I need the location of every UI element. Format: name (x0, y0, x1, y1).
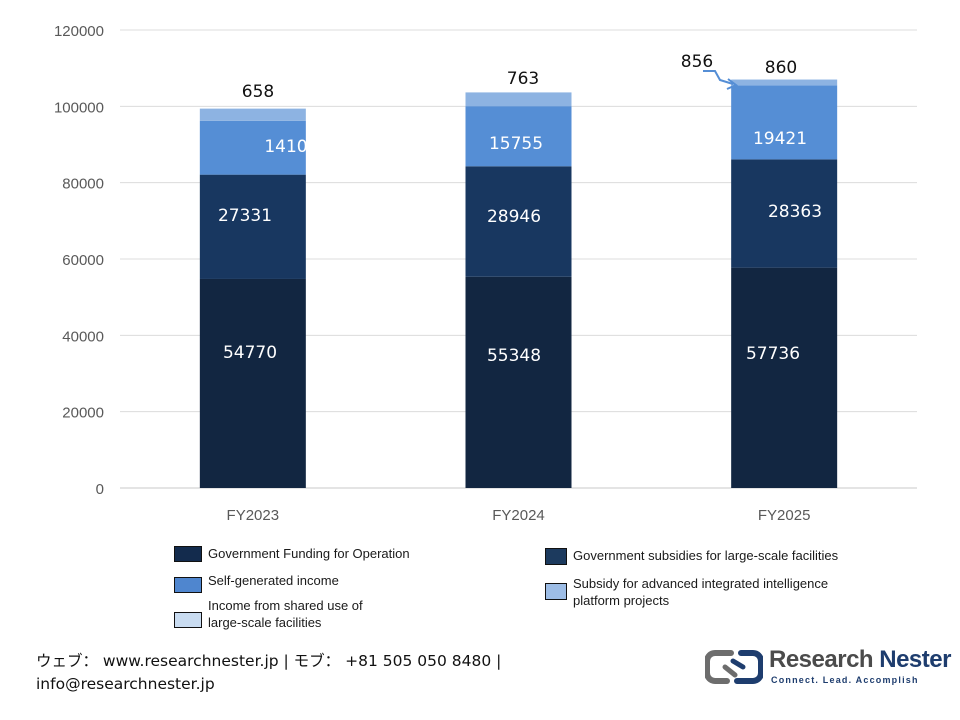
y-tick-label: 20000 (62, 405, 104, 422)
research-nester-logo: Research Nester Connect. Lead. Accomplis… (705, 645, 951, 691)
data-label: 763 (507, 69, 539, 89)
callout-arrow-icon (726, 78, 738, 90)
contact-email: info@researchnester.jp (36, 675, 215, 693)
bar-segment (199, 120, 306, 175)
data-label: 15755 (489, 134, 543, 154)
legend-label: Government subsidies for large-scale fac… (573, 548, 839, 563)
x-tick-label: FY2024 (492, 507, 545, 524)
legend-swatch (174, 546, 202, 562)
legend-label: Government Funding for Operation (208, 546, 410, 561)
bar-segment (731, 79, 838, 86)
y-axis-tick-labels: 0 20000 40000 60000 80000 100000 120000 (54, 23, 104, 498)
y-tick-label: 80000 (62, 176, 104, 193)
logo-name-part1: Research (769, 646, 880, 673)
bar-segment (465, 92, 572, 107)
bar-segment (731, 85, 838, 160)
legend-label: Income from shared use of large-scale fa… (208, 598, 363, 630)
y-tick-label: 100000 (54, 99, 104, 116)
logo-name-part2: Nester (879, 646, 951, 673)
y-tick-label: 0 (96, 481, 104, 498)
contact-web-phone: ウェブ： www.researchnester.jp | モブ： +81 505… (36, 652, 502, 670)
data-labels: 54770 27331 1410 658 55348 28946 15755 763 57736… (218, 58, 822, 366)
logo-name: Research Nester (769, 646, 951, 674)
data-label: 860 (765, 58, 797, 78)
legend-label: Self-generated income (208, 573, 339, 588)
bar-segment (465, 166, 572, 277)
data-label: 658 (242, 82, 274, 102)
data-label: 27331 (218, 206, 272, 226)
bar-segment (465, 106, 572, 167)
legend-swatch (545, 548, 567, 565)
bar-segment (731, 159, 838, 268)
callout-leader: 856 (681, 52, 738, 90)
legend-swatch (174, 577, 202, 593)
callout-leader-line (703, 70, 734, 85)
data-label: 1410 (264, 137, 307, 157)
bar-segment (465, 276, 572, 488)
data-label: 28363 (768, 202, 822, 222)
contact-info: ウェブ： www.researchnester.jp | モブ： +81 505… (36, 650, 596, 696)
legend-item-shared-use: Income from shared use of large-scale fa… (174, 597, 363, 631)
stacked-bar-chart: 0 20000 40000 60000 80000 100000 120000 FY2023… (54, 23, 917, 524)
legend-item-gov-funding: Government Funding for Operation (174, 545, 410, 562)
data-label: 19421 (753, 129, 807, 149)
legend-item-self-generated: Self-generated income (174, 572, 339, 593)
bar-stacks (199, 79, 838, 488)
y-tick-label: 120000 (54, 23, 104, 40)
x-axis-tick-labels: FY2023 FY2024 FY2025 (227, 507, 811, 524)
x-tick-label: FY2025 (758, 507, 811, 524)
bar-segment (199, 108, 306, 121)
legend-item-advanced-platform: Subsidy for advanced integrated intellig… (545, 575, 828, 609)
data-label: 57736 (746, 344, 800, 364)
bar-segment (199, 278, 306, 488)
legend-swatch (545, 583, 567, 600)
x-tick-label: FY2023 (227, 507, 280, 524)
data-label: 54770 (223, 343, 277, 363)
y-tick-label: 40000 (62, 328, 104, 345)
legend-item-gov-subsidies: Government subsidies for large-scale fac… (545, 547, 838, 565)
logo-tagline: Connect. Lead. Accomplish (771, 675, 919, 685)
legend-label: Subsidy for advanced integrated intellig… (573, 576, 829, 608)
data-label: 28946 (487, 207, 541, 227)
bar-segment (199, 174, 306, 279)
data-label: 55348 (487, 346, 541, 366)
legend-swatch (174, 612, 202, 628)
data-label: 856 (681, 52, 713, 72)
bar-segment (731, 267, 838, 488)
logo-mark-icon (705, 650, 763, 684)
y-tick-label: 60000 (62, 252, 104, 269)
